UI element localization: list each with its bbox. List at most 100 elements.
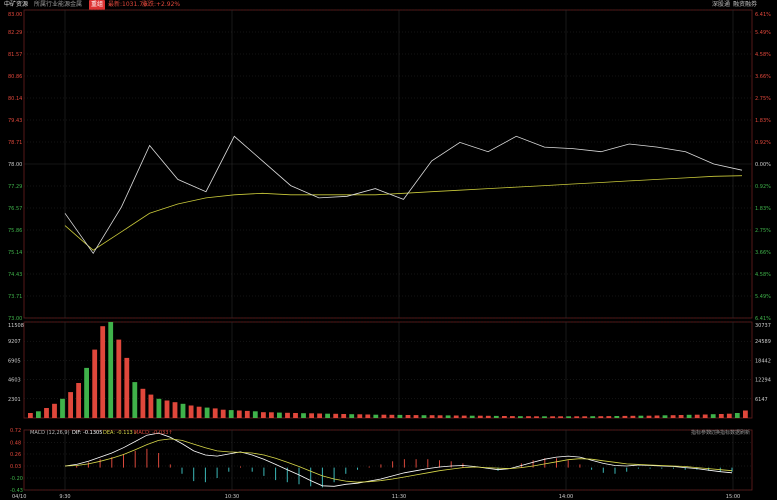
volume-tick-label: 4603 [8,378,21,384]
macd-dif-label: DIF: -0.1305 [72,430,102,436]
volume-bar [381,414,387,418]
pct-tick-label: 1.83% [755,206,771,212]
pct-tick-label: 4.58% [755,52,771,58]
volume-bar [558,416,563,418]
average-price-line [64,175,743,251]
volume-bar [116,339,122,418]
volume-bar [132,382,138,418]
volume-bar [28,413,33,418]
volume-bar [542,416,547,418]
volume-bar [84,367,89,418]
pct-tick-label: 3.66% [755,250,771,256]
stock-name[interactable]: 中矿资源 [4,1,29,8]
volume-bar [590,416,596,418]
volume-bar [429,415,435,418]
volume-bar [244,410,250,418]
price-tick-label: 81.57 [8,52,22,58]
volume-bar [52,403,57,418]
pct-tick-label: 4.58% [755,272,771,278]
volume-bar [493,415,499,418]
pct-tick-label: 5.49% [755,294,771,300]
volume-bar [365,414,371,418]
tab-margin-trading[interactable]: 融资融券 [733,1,758,8]
macd-dea-line [64,438,733,483]
volume-bar [670,415,676,418]
volume-bar [76,383,81,418]
macd-value-label: MACD: -0.033↑ [134,430,173,436]
macd-tick-label: -0.20 [10,476,23,482]
pct-tick-label: 5.49% [755,30,771,36]
pct-tick-label: 0.92% [755,184,771,190]
pct-tick-label: 6.41% [755,316,771,322]
macd-dif-line [64,432,733,487]
stock-header-bar: 中矿资源 所属行业 能源金属 重组 最新:1031.76 涨跌:+2.92% 深… [0,0,777,10]
price-tick-label: 83.00 [8,12,22,18]
volume-bar [108,322,114,418]
volume-tick-label: 18442 [755,358,771,364]
pct-tick-label: 1.83% [755,118,771,124]
volume-bar [156,398,162,418]
indicator-params-button[interactable]: 指标参数 [691,429,711,436]
time-axis-label: 11:30 [392,494,406,500]
price-tick-label: 77.29 [8,184,22,190]
time-axis-label: 15:00 [726,494,740,500]
volume-tick-label: 2301 [8,397,21,403]
macd-indicator-name[interactable]: MACD (12,26,9) [30,430,70,436]
volume-bar [405,415,411,418]
volume-bar [718,414,724,418]
volume-bar [277,412,282,418]
refresh-data-button[interactable]: 数据刷新 [730,429,750,436]
volume-bar [397,414,403,418]
volume-bar [614,416,620,418]
volume-bar [534,416,539,418]
price-tick-label: 76.57 [8,206,22,212]
switch-indicator-button[interactable]: 切换指标 [710,429,730,436]
volume-bar [743,410,748,418]
volume-bar [710,414,716,418]
price-tick-label: 82.29 [8,30,22,36]
price-line [64,135,743,255]
volume-bar [734,413,740,418]
volume-bar [598,416,604,418]
price-tick-label: 75.86 [8,228,22,234]
price-tick-label: 73.00 [8,316,22,322]
volume-bar [518,416,523,418]
volume-bar [678,415,684,418]
panel-border [23,429,753,491]
pct-tick-label: 0.00% [755,162,771,168]
volume-bar [622,415,628,418]
price-tick-label: 73.71 [8,294,22,300]
volume-tick-label: 24589 [755,339,771,345]
volume-bar [172,402,178,418]
volume-bar [333,413,339,418]
volume-bar [413,415,419,418]
volume-bar [630,415,636,418]
volume-bar [140,388,146,418]
volume-bar [349,414,355,418]
volume-bar [485,415,491,418]
volume-bar [566,416,571,418]
volume-bar [212,408,218,418]
volume-bar [188,405,194,418]
volume-bar [68,392,73,418]
volume-tick-label: 12294 [755,378,771,384]
volume-bar [477,415,483,418]
volume-bar [694,414,700,418]
time-axis-label: 9:30 [59,494,70,500]
volume-bar [317,413,322,418]
volume-bar [550,416,555,418]
volume-bar [196,406,202,418]
status-badge: 重组 [89,0,106,10]
sector-link[interactable]: 能源金属 [58,1,83,8]
macd-dea-label: DEA: -0.113↓ [103,430,137,436]
volume-tick-label: 11508 [8,323,24,329]
volume-bar [293,413,298,418]
volume-bar [646,415,652,418]
volume-bar [44,408,49,418]
volume-bar [92,349,98,418]
price-tick-label: 79.43 [8,118,22,124]
tab-shen-gu-tong[interactable]: 深股通 [712,1,731,8]
volume-bar [325,413,330,418]
volume-bar [36,411,41,418]
